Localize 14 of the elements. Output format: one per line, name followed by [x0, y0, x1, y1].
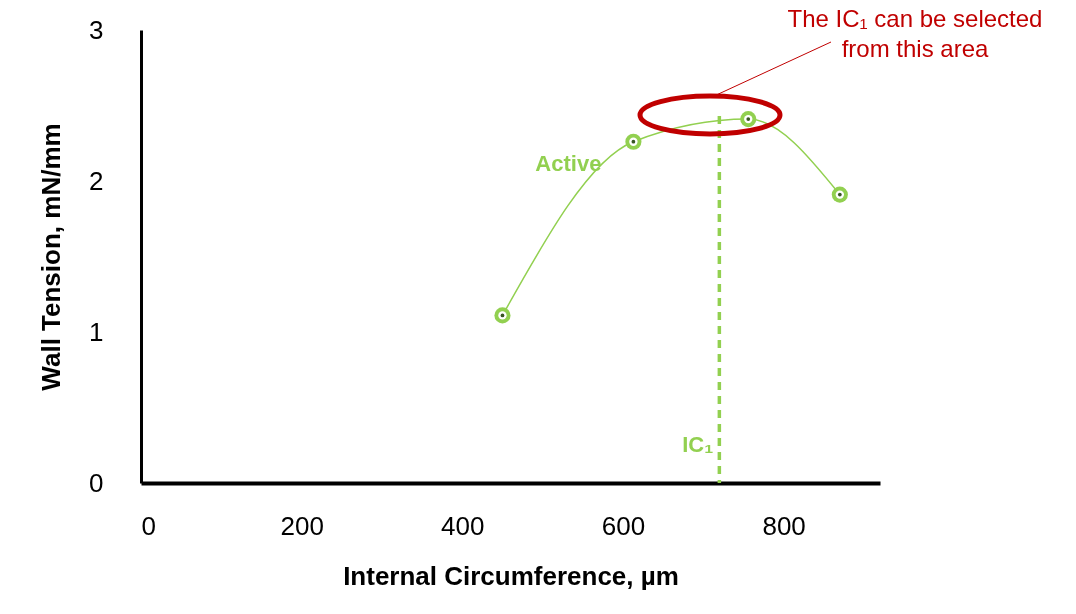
ref-line-label: IC₁ [682, 432, 714, 457]
y-axis-title: Wall Tension, mN/mm [36, 123, 67, 391]
x-tick-label: 600 [601, 510, 646, 541]
x-axis-title: Internal Circumference, µm [343, 560, 679, 591]
series-label: Active [535, 150, 602, 176]
y-tick-label: 3 [89, 14, 104, 45]
x-tick-label: 0 [141, 510, 156, 541]
x-tick-label: 200 [280, 510, 324, 541]
y-tick-label: 0 [89, 467, 104, 498]
x-tick-label: 800 [762, 510, 806, 541]
annotation: The IC₁ can be selected from this area [787, 5, 1043, 62]
x-tick-label: 400 [441, 510, 485, 541]
y-tick-label: 2 [89, 165, 104, 196]
y-tick-label: 1 [89, 316, 104, 347]
